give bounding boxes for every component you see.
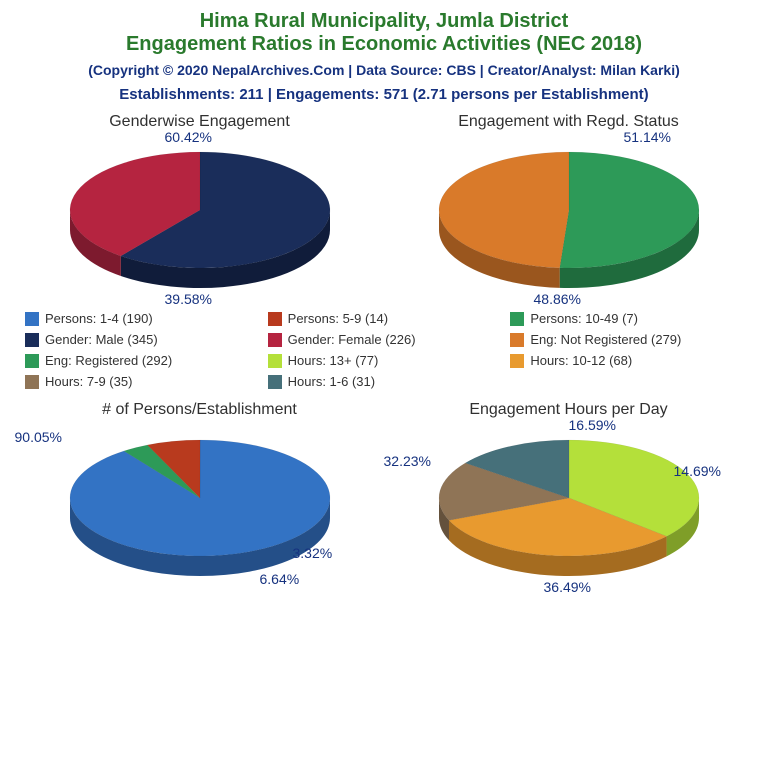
legend-swatch bbox=[510, 354, 524, 368]
legend-item: Hours: 1-6 (31) bbox=[268, 374, 501, 389]
legend-label: Gender: Female (226) bbox=[288, 332, 416, 347]
stats-line: Establishments: 211 | Engagements: 571 (… bbox=[15, 86, 753, 103]
chart-hours: Engagement Hours per Day 36.49%32.23%16.… bbox=[394, 401, 744, 593]
pie-persons: 90.05%3.32%6.64% bbox=[25, 423, 375, 593]
legend-label: Persons: 10-49 (7) bbox=[530, 311, 638, 326]
legend-label: Hours: 13+ (77) bbox=[288, 353, 379, 368]
legend-item: Gender: Female (226) bbox=[268, 332, 501, 347]
legend-swatch bbox=[25, 312, 39, 326]
pct-label: 48.86% bbox=[534, 291, 581, 307]
legend-item: Hours: 10-12 (68) bbox=[510, 353, 743, 368]
legend-label: Hours: 7-9 (35) bbox=[45, 374, 132, 389]
pie-regd: 51.14%48.86% bbox=[394, 135, 744, 305]
legend-item: Persons: 5-9 (14) bbox=[268, 311, 501, 326]
legend-swatch bbox=[268, 375, 282, 389]
title-line-2: Engagement Ratios in Economic Activities… bbox=[15, 33, 753, 56]
legend-label: Eng: Registered (292) bbox=[45, 353, 172, 368]
legend-item: Hours: 13+ (77) bbox=[268, 353, 501, 368]
legend-item: Gender: Male (345) bbox=[25, 332, 258, 347]
legend-label: Persons: 5-9 (14) bbox=[288, 311, 388, 326]
legend-label: Persons: 1-4 (190) bbox=[45, 311, 153, 326]
chart-persons: # of Persons/Establishment 90.05%3.32%6.… bbox=[25, 401, 375, 593]
pct-label: 60.42% bbox=[165, 129, 212, 145]
chart-gender: Genderwise Engagement 60.42%39.58% bbox=[25, 113, 375, 305]
subtitle: (Copyright © 2020 NepalArchives.Com | Da… bbox=[15, 62, 753, 78]
legend-label: Gender: Male (345) bbox=[45, 332, 158, 347]
pct-label: 14.69% bbox=[674, 463, 721, 479]
legend: Persons: 1-4 (190) Persons: 5-9 (14) Perso… bbox=[15, 311, 753, 389]
top-charts-row: Genderwise Engagement 60.42%39.58% Engag… bbox=[15, 113, 753, 305]
legend-swatch bbox=[268, 333, 282, 347]
pct-label: 90.05% bbox=[15, 429, 62, 445]
legend-swatch bbox=[25, 375, 39, 389]
header: Hima Rural Municipality, Jumla District … bbox=[15, 10, 753, 103]
legend-swatch bbox=[268, 354, 282, 368]
legend-swatch bbox=[25, 354, 39, 368]
pct-label: 36.49% bbox=[544, 579, 591, 595]
pct-label: 51.14% bbox=[624, 129, 671, 145]
bottom-charts-row: # of Persons/Establishment 90.05% 3.32% 6.… bbox=[15, 401, 753, 593]
legend-item: Hours: 7-9 (35) bbox=[25, 374, 258, 389]
legend-swatch bbox=[25, 333, 39, 347]
pct-label: 39.58% bbox=[165, 291, 212, 307]
legend-swatch bbox=[268, 312, 282, 326]
pct-label: 6.64% bbox=[260, 571, 300, 587]
title-line-1: Hima Rural Municipality, Jumla District bbox=[15, 10, 753, 33]
legend-swatch bbox=[510, 312, 524, 326]
legend-item: Persons: 1-4 (190) bbox=[25, 311, 258, 326]
pct-label: 16.59% bbox=[569, 417, 616, 433]
chart-title: Engagement with Regd. Status bbox=[394, 113, 744, 131]
pie-gender: 60.42%39.58% bbox=[25, 135, 375, 305]
legend-item: Eng: Not Registered (279) bbox=[510, 332, 743, 347]
legend-item: Persons: 10-49 (7) bbox=[510, 311, 743, 326]
pie-hours: 36.49%32.23%16.59%14.69% bbox=[394, 423, 744, 593]
chart-regd: Engagement with Regd. Status 51.14%48.86… bbox=[394, 113, 744, 305]
pct-label: 32.23% bbox=[384, 453, 431, 469]
legend-label: Eng: Not Registered (279) bbox=[530, 332, 681, 347]
chart-title: # of Persons/Establishment bbox=[25, 401, 375, 419]
legend-item: Eng: Registered (292) bbox=[25, 353, 258, 368]
legend-label: Hours: 10-12 (68) bbox=[530, 353, 632, 368]
pct-label: 3.32% bbox=[293, 545, 333, 561]
legend-label: Hours: 1-6 (31) bbox=[288, 374, 375, 389]
legend-swatch bbox=[510, 333, 524, 347]
